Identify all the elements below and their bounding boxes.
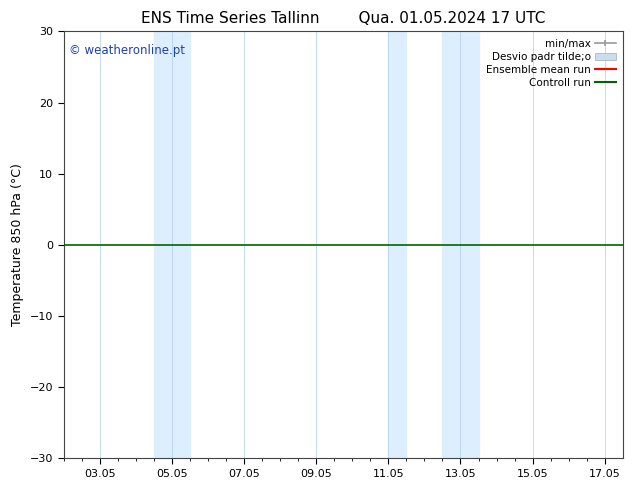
- Title: ENS Time Series Tallinn        Qua. 01.05.2024 17 UTC: ENS Time Series Tallinn Qua. 01.05.2024 …: [141, 11, 545, 26]
- Y-axis label: Temperature 850 hPa (°C): Temperature 850 hPa (°C): [11, 164, 24, 326]
- Text: © weatheronline.pt: © weatheronline.pt: [69, 44, 185, 57]
- Legend: min/max, Desvio padr tilde;o, Ensemble mean run, Controll run: min/max, Desvio padr tilde;o, Ensemble m…: [484, 37, 618, 90]
- Bar: [154, 31, 190, 459]
- Bar: [389, 31, 406, 459]
- Bar: [443, 31, 479, 459]
